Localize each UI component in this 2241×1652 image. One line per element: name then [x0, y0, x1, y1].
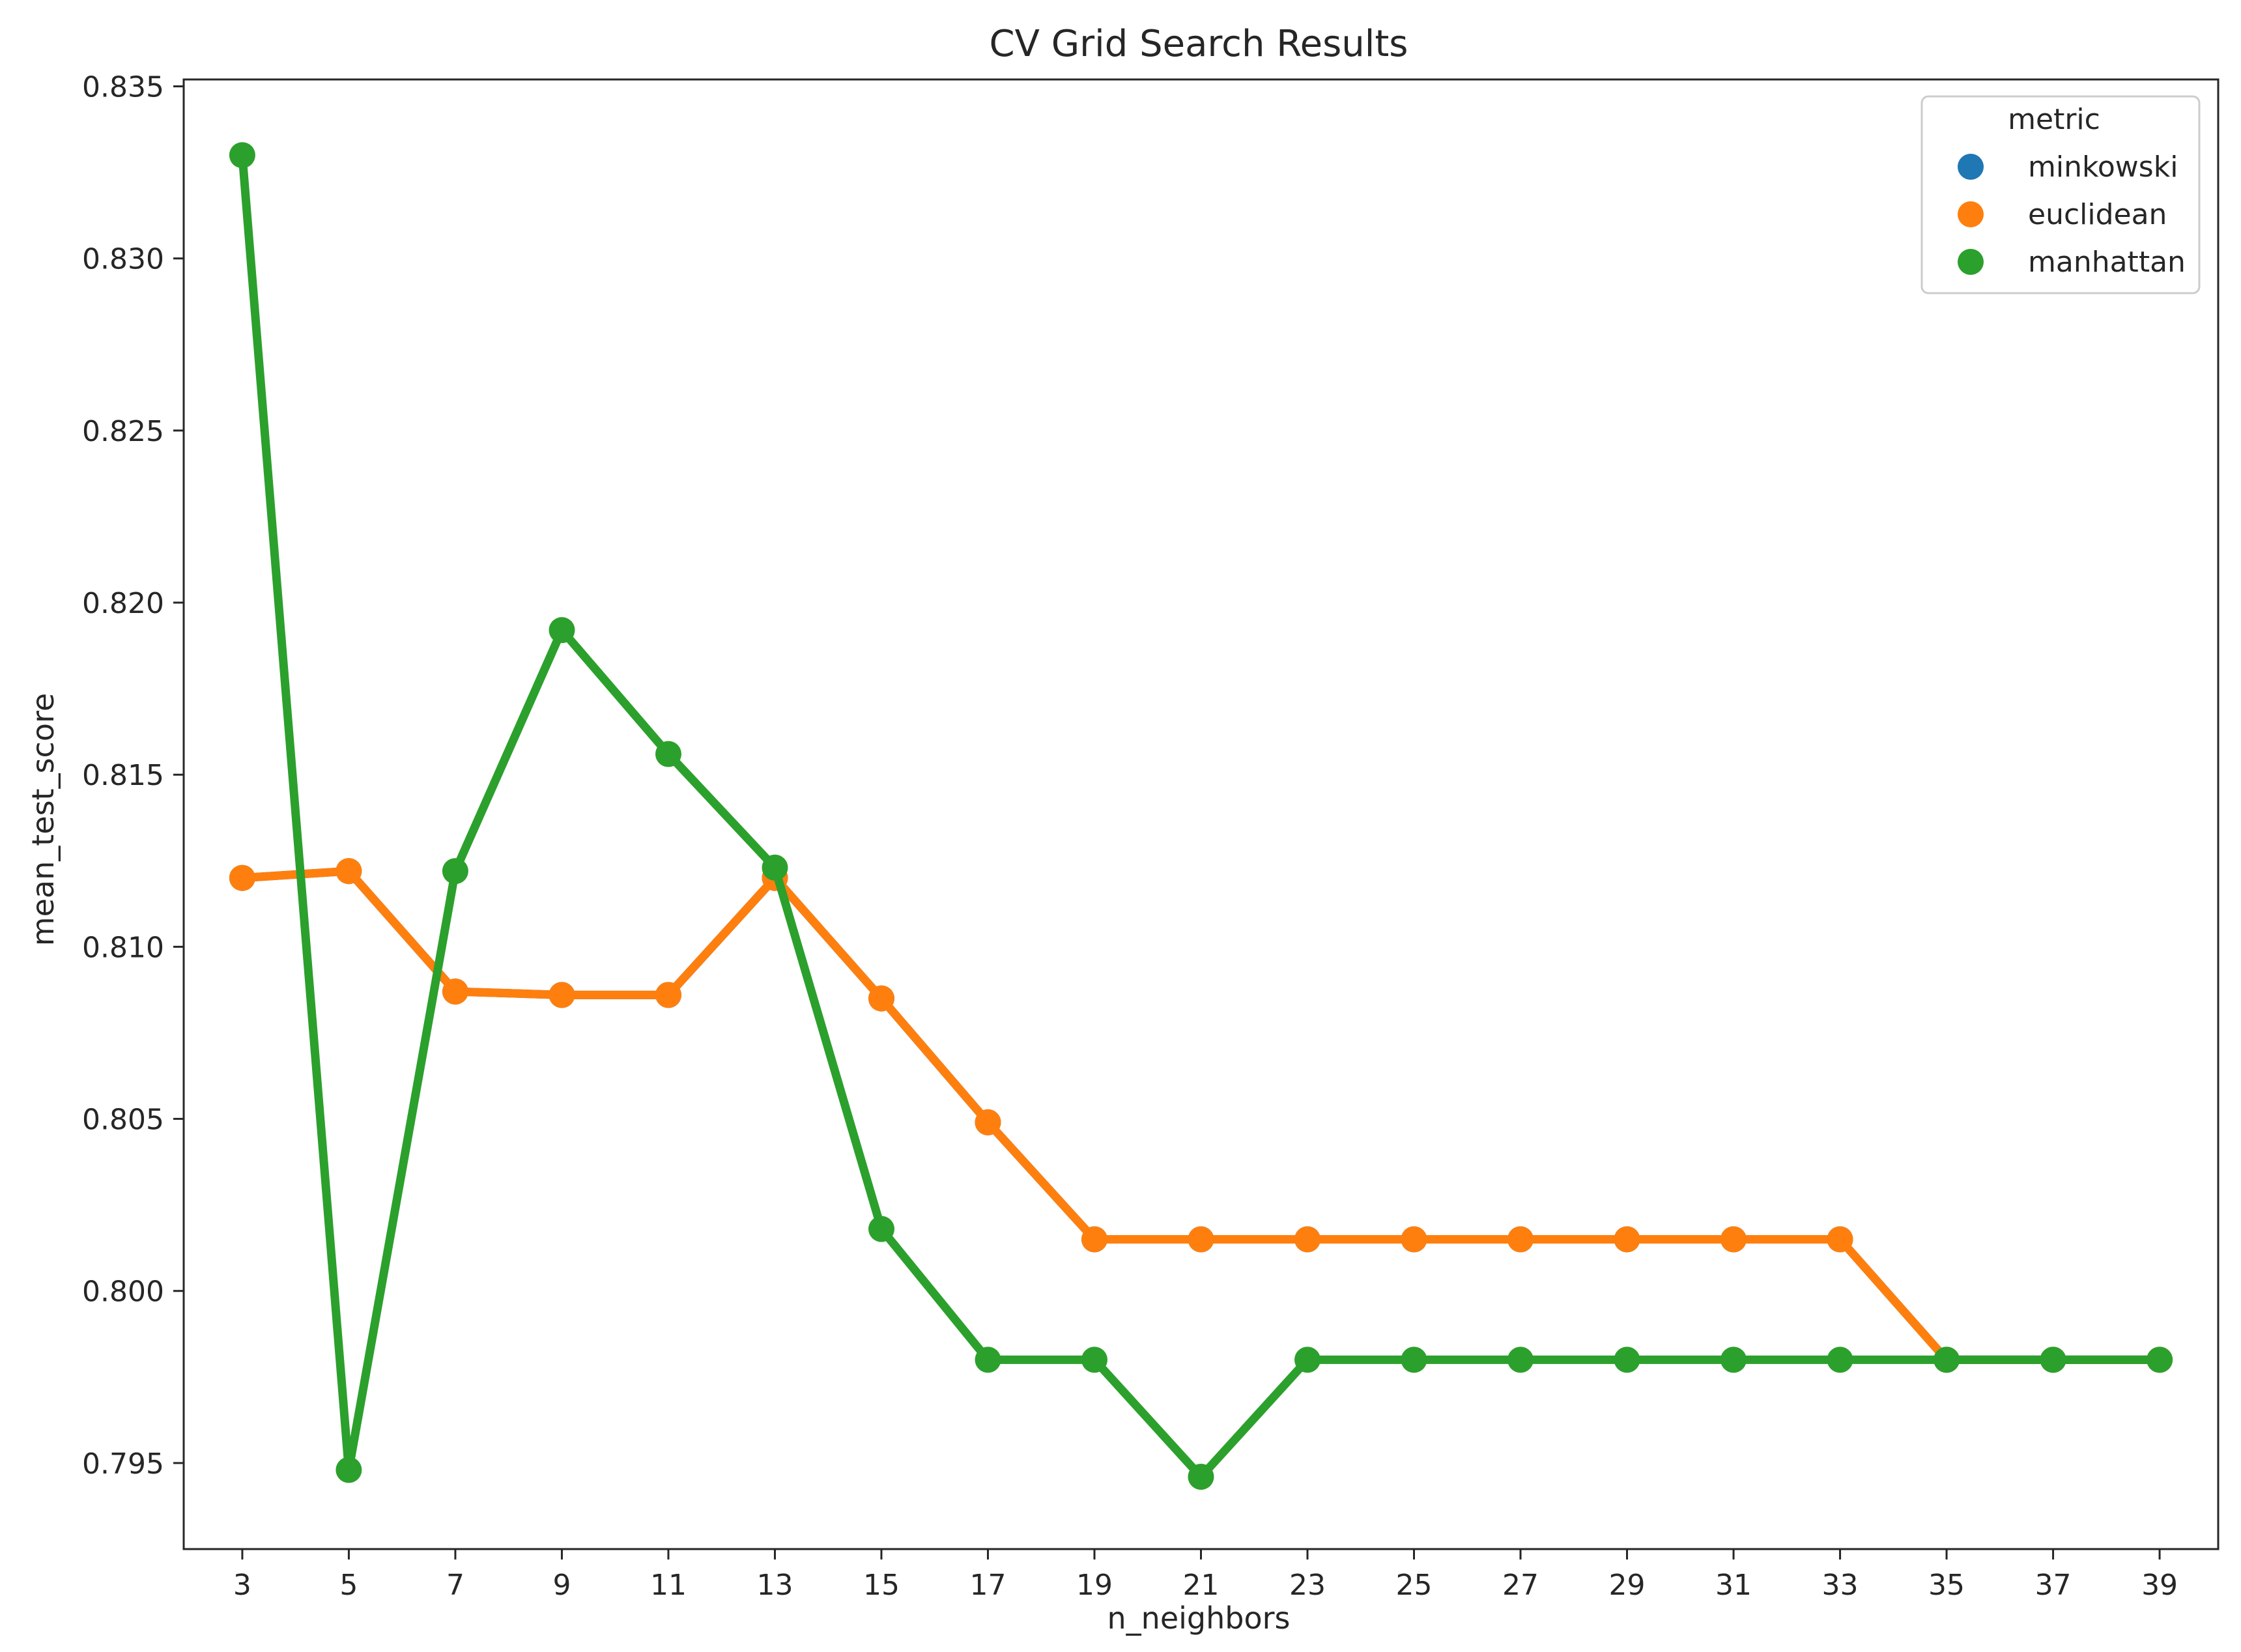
data-point-manhattan-5: [335, 1457, 362, 1483]
plot-area: [229, 142, 2173, 1490]
x-tick-label: 7: [446, 1569, 464, 1602]
data-point-euclidean-17: [975, 1109, 1001, 1135]
data-point-manhattan-11: [655, 741, 681, 767]
x-tick-label: 9: [552, 1569, 571, 1602]
data-point-euclidean-33: [1827, 1226, 1853, 1253]
data-point-manhattan-3: [229, 142, 255, 169]
data-point-manhattan-39: [2147, 1346, 2173, 1373]
data-point-euclidean-11: [655, 982, 681, 1008]
data-point-euclidean-3: [229, 864, 255, 891]
legend-box: [1920, 95, 2201, 294]
axes: 0.795 0.800 0.805 0.810 0.815 0.820 0.825 0.830…: [82, 71, 2220, 1602]
legend: metric minkowski euclidean manhattan: [1920, 95, 2201, 294]
x-tick-label: 5: [339, 1569, 358, 1602]
x-tick-label: 11: [650, 1569, 687, 1602]
data-point-euclidean-5: [335, 858, 362, 885]
chart-title: CV Grid Search Results: [990, 23, 1408, 65]
x-tick-label: 39: [2141, 1569, 2178, 1602]
legend-label-minkowski: minkowski: [2028, 150, 2178, 184]
data-point-manhattan-27: [1507, 1346, 1534, 1373]
x-tick-label: 37: [2035, 1569, 2072, 1602]
x-axis-label: n_neighbors: [1107, 1601, 1291, 1636]
data-point-manhattan-19: [1081, 1346, 1107, 1373]
data-point-manhattan-9: [549, 617, 575, 644]
data-point-manhattan-33: [1827, 1346, 1853, 1373]
data-point-euclidean-7: [442, 978, 468, 1005]
y-tick-label: 0.820: [82, 587, 164, 620]
data-point-manhattan-7: [442, 858, 468, 885]
legend-marker-manhattan: [1958, 249, 1984, 275]
data-point-euclidean-23: [1294, 1226, 1320, 1253]
data-point-manhattan-17: [975, 1346, 1001, 1373]
data-point-manhattan-31: [1720, 1346, 1747, 1373]
x-tick-label: 29: [1609, 1569, 1646, 1602]
data-point-euclidean-25: [1401, 1226, 1427, 1253]
y-tick-label: 0.830: [82, 243, 164, 276]
y-tick-label: 0.795: [82, 1447, 164, 1481]
data-point-manhattan-35: [1934, 1346, 1960, 1373]
data-point-manhattan-25: [1401, 1346, 1427, 1373]
data-point-euclidean-15: [868, 985, 894, 1012]
x-tick-label: 23: [1289, 1569, 1326, 1602]
data-point-manhattan-21: [1188, 1464, 1214, 1490]
data-point-euclidean-9: [549, 982, 575, 1008]
legend-label-manhattan: manhattan: [2028, 246, 2186, 279]
data-point-manhattan-23: [1294, 1346, 1320, 1373]
x-tick-label: 25: [1396, 1569, 1433, 1602]
y-tick-label: 0.815: [82, 759, 164, 792]
data-point-euclidean-31: [1720, 1226, 1747, 1253]
x-tick-label: 19: [1076, 1569, 1113, 1602]
data-point-manhattan-37: [2040, 1346, 2066, 1373]
x-tick-label: 3: [233, 1569, 251, 1602]
data-point-manhattan-15: [868, 1216, 894, 1242]
y-tick-label: 0.810: [82, 931, 164, 964]
x-tick-label: 27: [1502, 1569, 1539, 1602]
y-tick-label: 0.835: [82, 71, 164, 104]
data-point-manhattan-13: [762, 854, 788, 881]
legend-title: metric: [2008, 103, 2100, 136]
legend-marker-minkowski: [1958, 154, 1984, 180]
y-tick-label: 0.825: [82, 415, 164, 448]
x-tick-label: 13: [756, 1569, 793, 1602]
y-axis-label: mean_test_score: [25, 693, 61, 946]
y-tick-label: 0.805: [82, 1104, 164, 1137]
x-tick-label: 33: [1822, 1569, 1859, 1602]
y-tick-label: 0.800: [82, 1275, 164, 1309]
legend-marker-euclidean: [1958, 201, 1984, 227]
x-tick-label: 17: [969, 1569, 1006, 1602]
data-point-euclidean-21: [1188, 1226, 1214, 1253]
x-tick-label: 15: [863, 1569, 900, 1602]
data-point-manhattan-29: [1614, 1346, 1640, 1373]
legend-label-euclidean: euclidean: [2028, 198, 2167, 231]
data-point-euclidean-19: [1081, 1226, 1107, 1253]
x-tick-label: 35: [1928, 1569, 1965, 1602]
data-point-euclidean-29: [1614, 1226, 1640, 1253]
x-tick-label: 31: [1715, 1569, 1752, 1602]
data-point-euclidean-27: [1507, 1226, 1534, 1253]
x-tick-label: 21: [1183, 1569, 1220, 1602]
